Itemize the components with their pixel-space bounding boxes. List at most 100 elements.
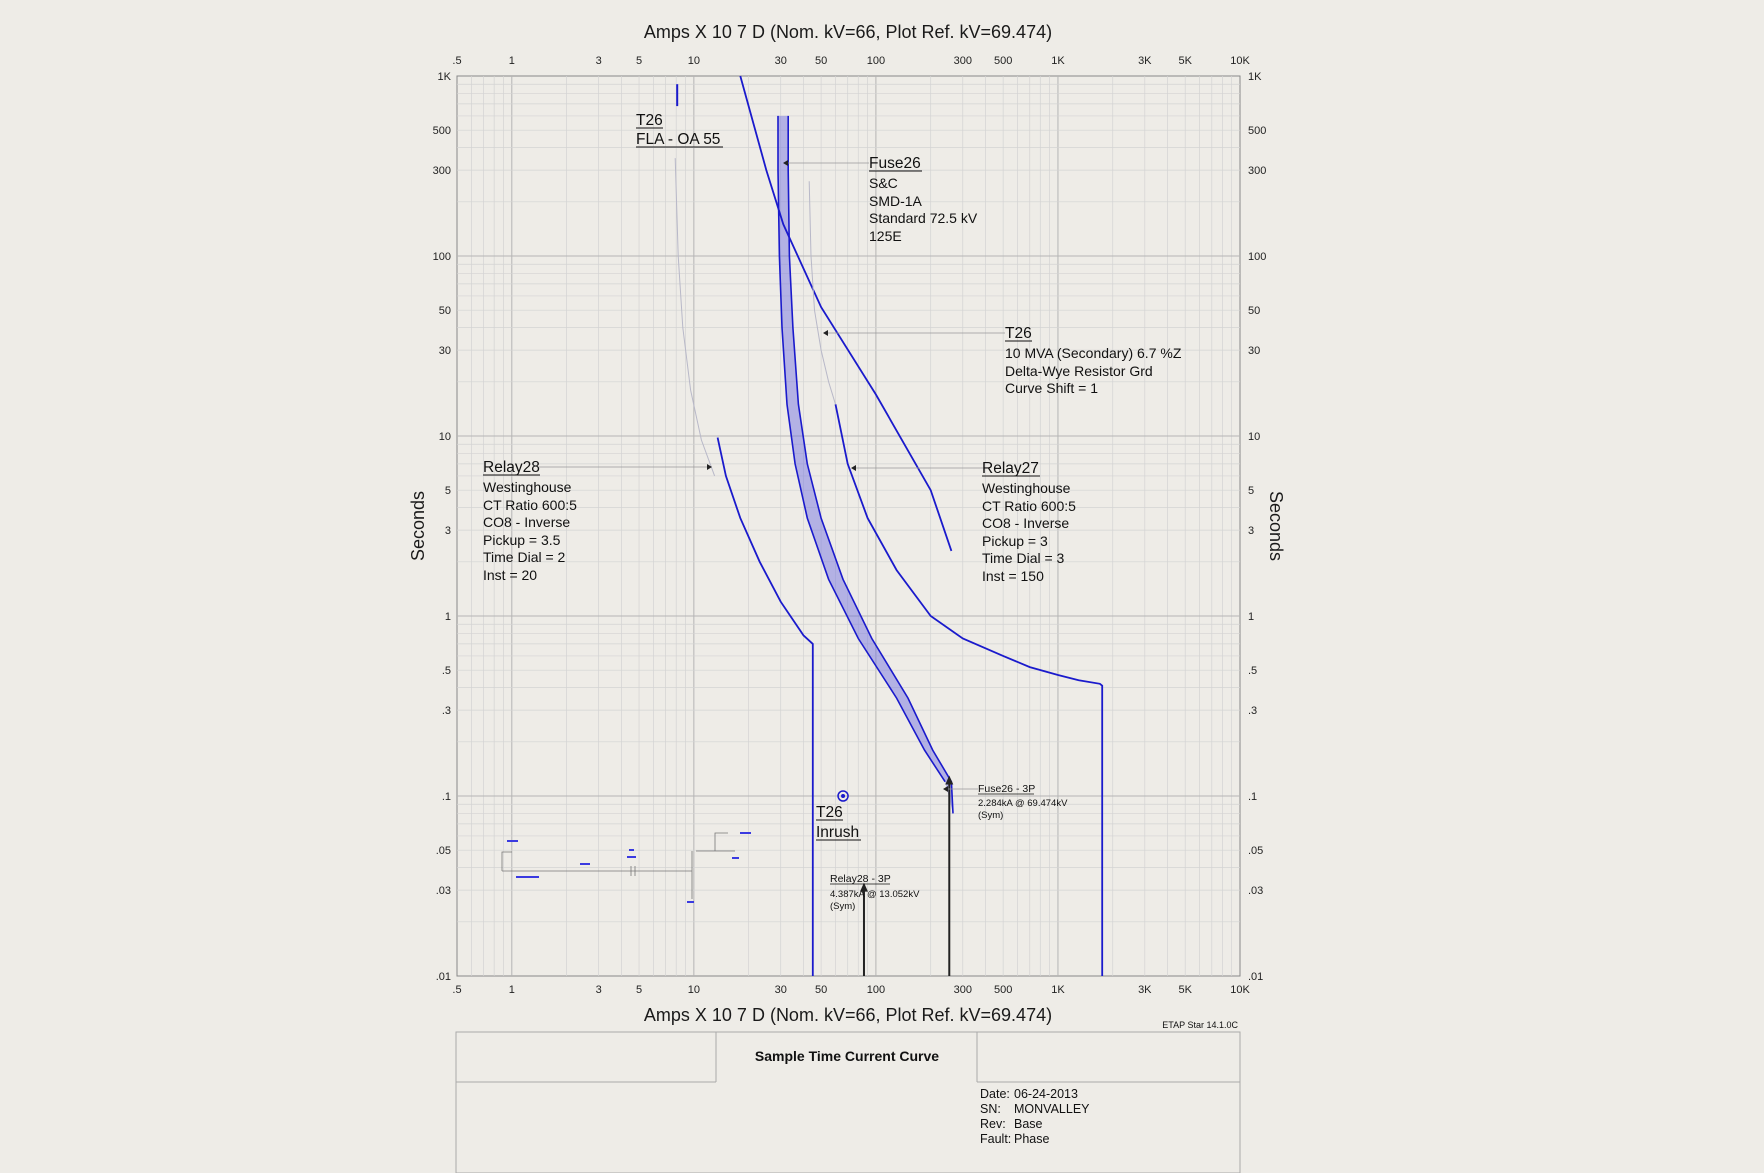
t26-fla-title: T26	[636, 112, 663, 129]
x-tick-label-bottom: 5	[636, 984, 642, 996]
x-tick-label-bottom: 10K	[1230, 984, 1250, 996]
date-label: Date:	[980, 1087, 1010, 1101]
leader-arrowhead-relay27	[851, 465, 856, 471]
y-axis-title-left: Seconds	[408, 491, 428, 561]
fault-label: Fault:	[980, 1132, 1011, 1146]
sn-label: SN:	[980, 1102, 1001, 1116]
annotation-fuse26-3p: Fuse26 - 3P 2.284kA @ 69.474kV (Sym)	[978, 783, 1068, 821]
thumb-line-1	[501, 851, 512, 871]
x-tick-label-top: 10K	[1230, 55, 1250, 67]
rev-value: Base	[1014, 1117, 1043, 1131]
fuse26-standard: Standard 72.5 kV	[869, 210, 978, 226]
y-tick-label-right: .05	[1248, 845, 1263, 857]
y-tick-label-right: 500	[1248, 125, 1266, 137]
y-tick-label-right: .01	[1248, 971, 1263, 983]
t26-title: T26	[1005, 325, 1032, 342]
rev-label: Rev:	[980, 1117, 1006, 1131]
thumb-mark-1	[507, 840, 518, 842]
y-tick-label-left: 300	[433, 165, 451, 177]
annotation-t26-inrush: T26 Inrush	[816, 804, 861, 841]
t26-connection: Delta-Wye Resistor Grd	[1005, 363, 1153, 379]
inrush-point-dot	[841, 794, 846, 798]
x-tick-label-bottom: 500	[994, 984, 1012, 996]
thumb-mark-3	[580, 863, 590, 865]
relay27-curve	[834, 404, 1104, 976]
fuse26-rating: 125E	[869, 228, 902, 244]
one-line-thumbnail	[501, 832, 735, 899]
sn-value: MONVALLEY	[1014, 1102, 1090, 1116]
x-tick-label-bottom: 300	[954, 984, 972, 996]
y-tick-label-left: 5	[445, 485, 451, 497]
fault-value: Phase	[1014, 1132, 1049, 1146]
x-tick-label-top: .5	[452, 55, 461, 67]
inrush-point-ring	[837, 790, 849, 802]
y-tick-label-right: 50	[1248, 305, 1260, 317]
fuse26-3p-current: 2.284kA @ 69.474kV	[978, 798, 1068, 809]
thumb-mark-6	[687, 901, 694, 903]
y-tick-label-right: 5	[1248, 485, 1254, 497]
thumb-mark-8	[732, 857, 739, 859]
x-tick-label-top: 5	[636, 55, 642, 67]
relay27-pickup: Pickup = 3	[982, 533, 1048, 549]
relay28-3p-sym: (Sym)	[830, 901, 855, 912]
t26-rating: 10 MVA (Secondary) 6.7 %Z	[1005, 345, 1182, 361]
date-value: 06-24-2013	[1014, 1087, 1078, 1101]
x-tick-label-bottom: 3	[596, 984, 602, 996]
relay28-ct-ratio: CT Ratio 600:5	[483, 497, 577, 513]
x-tick-label-bottom: 100	[867, 984, 885, 996]
y-tick-label-left: 500	[433, 125, 451, 137]
thumb-mark-2	[516, 876, 539, 878]
t26-curve-shift: Curve Shift = 1	[1005, 380, 1098, 396]
t26-damage-curve	[739, 75, 953, 552]
relay28-pickup: Pickup = 3.5	[483, 532, 561, 548]
annotation-t26-fla: T26 FLA - OA 55	[636, 112, 723, 148]
x-tick-label-bottom: 1	[509, 984, 515, 996]
x-axis-title-top: Amps X 10 7 D (Nom. kV=66, Plot Ref. kV=…	[644, 22, 1052, 42]
x-tick-label-top: 1K	[1051, 55, 1065, 67]
leader-arrowhead-fuse26-3p	[943, 786, 948, 792]
y-tick-label-left: 3	[445, 525, 451, 537]
relay28-inst: Inst = 20	[483, 567, 537, 583]
annotation-fuse26: Fuse26 S&C SMD-1A Standard 72.5 kV 125E	[869, 155, 978, 244]
fuse26-3p-arrowhead	[945, 775, 954, 785]
x-tick-label-top: 3K	[1138, 55, 1152, 67]
curves	[674, 75, 1104, 976]
y-tick-label-left: 10	[439, 431, 451, 443]
title-block-frame	[455, 1031, 1241, 1173]
y-tick-label-left: 50	[439, 305, 451, 317]
x-tick-label-top: 50	[815, 55, 827, 67]
thumb-mark-5	[627, 856, 636, 858]
relay27-ct-ratio: CT Ratio 600:5	[982, 498, 1076, 514]
y-tick-label-left: .01	[436, 971, 451, 983]
y-tick-label-left: .3	[442, 705, 451, 717]
y-tick-label-left: .5	[442, 665, 451, 677]
y-tick-label-right: .03	[1248, 885, 1263, 897]
y-tick-label-left: 1K	[438, 71, 452, 83]
annotation-relay28: Relay28 Westinghouse CT Ratio 600:5 CO8 …	[483, 459, 577, 583]
one-line-thumbnail-marks	[507, 832, 751, 903]
y-tick-label-left: 100	[433, 251, 451, 263]
etap-version: ETAP Star 14.1.0C	[1162, 1020, 1238, 1030]
relay28-title: Relay28	[483, 459, 540, 476]
relay27-mfr: Westinghouse	[982, 480, 1071, 496]
x-tick-label-bottom: 10	[688, 984, 700, 996]
leader-arrowhead-t26	[823, 330, 828, 336]
relay27-time-dial: Time Dial = 3	[982, 550, 1065, 566]
t26-fla-value: FLA - OA 55	[636, 131, 720, 148]
y-tick-label-right: 3	[1248, 525, 1254, 537]
y-tick-label-right: .3	[1248, 705, 1257, 717]
grid	[457, 76, 1240, 976]
title-block: Sample Time Current Curve Date: 06-24-20…	[455, 1031, 1241, 1173]
x-tick-label-bottom: 50	[815, 984, 827, 996]
x-tick-label-bottom: 3K	[1138, 984, 1152, 996]
x-tick-label-bottom: .5	[452, 984, 461, 996]
y-tick-label-right: 100	[1248, 251, 1266, 263]
t26-thermal-curve-2	[808, 181, 836, 405]
y-tick-label-left: .05	[436, 845, 451, 857]
fuse26-3p-title: Fuse26 - 3P	[978, 783, 1035, 795]
fuse26-min-melt-curve	[777, 115, 946, 783]
fuse26-model: SMD-1A	[869, 193, 923, 209]
leader-arrowhead-relay28	[707, 464, 712, 470]
x-tick-label-top: 3	[596, 55, 602, 67]
annotation-relay28-3p: Relay28 - 3P 4.387kA @ 13.052kV (Sym)	[830, 873, 920, 912]
